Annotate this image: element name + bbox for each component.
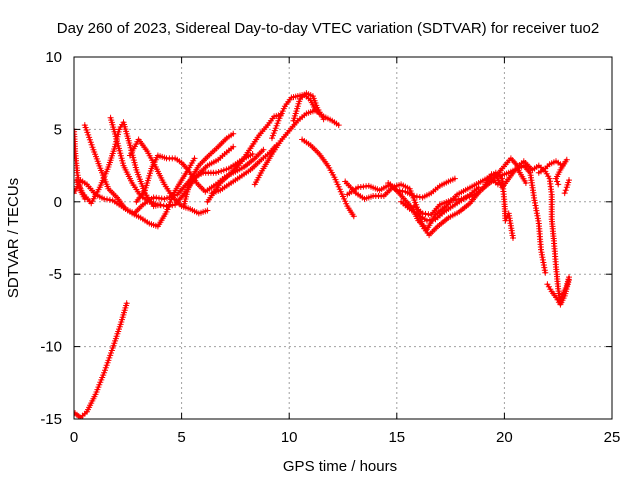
y-axis-label: SDTVAR / TECUs [5,178,22,298]
x-axis-label: GPS time / hours [283,458,397,475]
series-satellite-track-12 [251,107,342,188]
series-satellite-track-24 [535,156,570,188]
chart-title: Day 260 of 2023, Sidereal Day-to-day VTE… [57,20,599,37]
grid-lines [74,57,612,419]
y-tick-label: -15 [40,411,62,428]
series-satellite-track-25 [544,277,572,308]
plus-markers [107,114,237,210]
plot-frame [73,56,613,420]
plus-markers [290,90,327,124]
y-axis: -15 -10 -5 0 5 10 [40,49,612,428]
plus-markers [208,142,280,197]
series-satellite-track-6 [107,114,237,210]
series-satellite-track-17 [344,174,501,233]
y-tick-label: 0 [54,194,62,211]
plus-markers [492,162,549,276]
y-tick-label: -5 [49,266,62,283]
plus-markers [535,156,570,188]
y-tick-label: -10 [40,339,62,356]
plus-markers [269,91,318,142]
x-tick-label: 0 [70,429,78,446]
x-tick-label: 25 [604,429,621,446]
plus-markers [74,155,198,230]
plus-markers [514,158,572,307]
plus-markers [180,130,237,210]
plus-markers [299,136,357,220]
data-series [74,90,572,419]
series-satellite-track-11 [208,142,280,197]
series-satellite-track-26 [561,177,572,197]
series-line [74,302,128,419]
x-tick-label: 5 [177,429,185,446]
plus-markers [544,277,572,308]
plus-markers [561,177,572,197]
y-tick-label: 10 [45,49,62,66]
plus-markers [74,300,130,419]
plus-markers [385,175,458,201]
x-axis: 0 5 10 15 20 25 [70,57,621,446]
series-satellite-track-9 [180,130,237,210]
series-satellite-track-13 [269,91,318,142]
x-tick-label: 20 [496,429,513,446]
series-satellite-track-10 [204,111,284,205]
series-satellite-track-1 [74,300,130,419]
series-satellite-track-18 [385,175,458,201]
x-tick-label: 15 [388,429,405,446]
series-line [253,109,340,186]
y-tick-label: 5 [54,121,62,138]
series-satellite-track-15 [299,136,357,220]
series-satellite-track-22 [492,162,549,276]
series-satellite-track-14 [290,90,327,124]
series-satellite-track-23 [514,158,572,307]
x-tick-label: 10 [281,429,298,446]
series-satellite-track-4 [74,155,198,230]
plus-markers [251,107,342,188]
